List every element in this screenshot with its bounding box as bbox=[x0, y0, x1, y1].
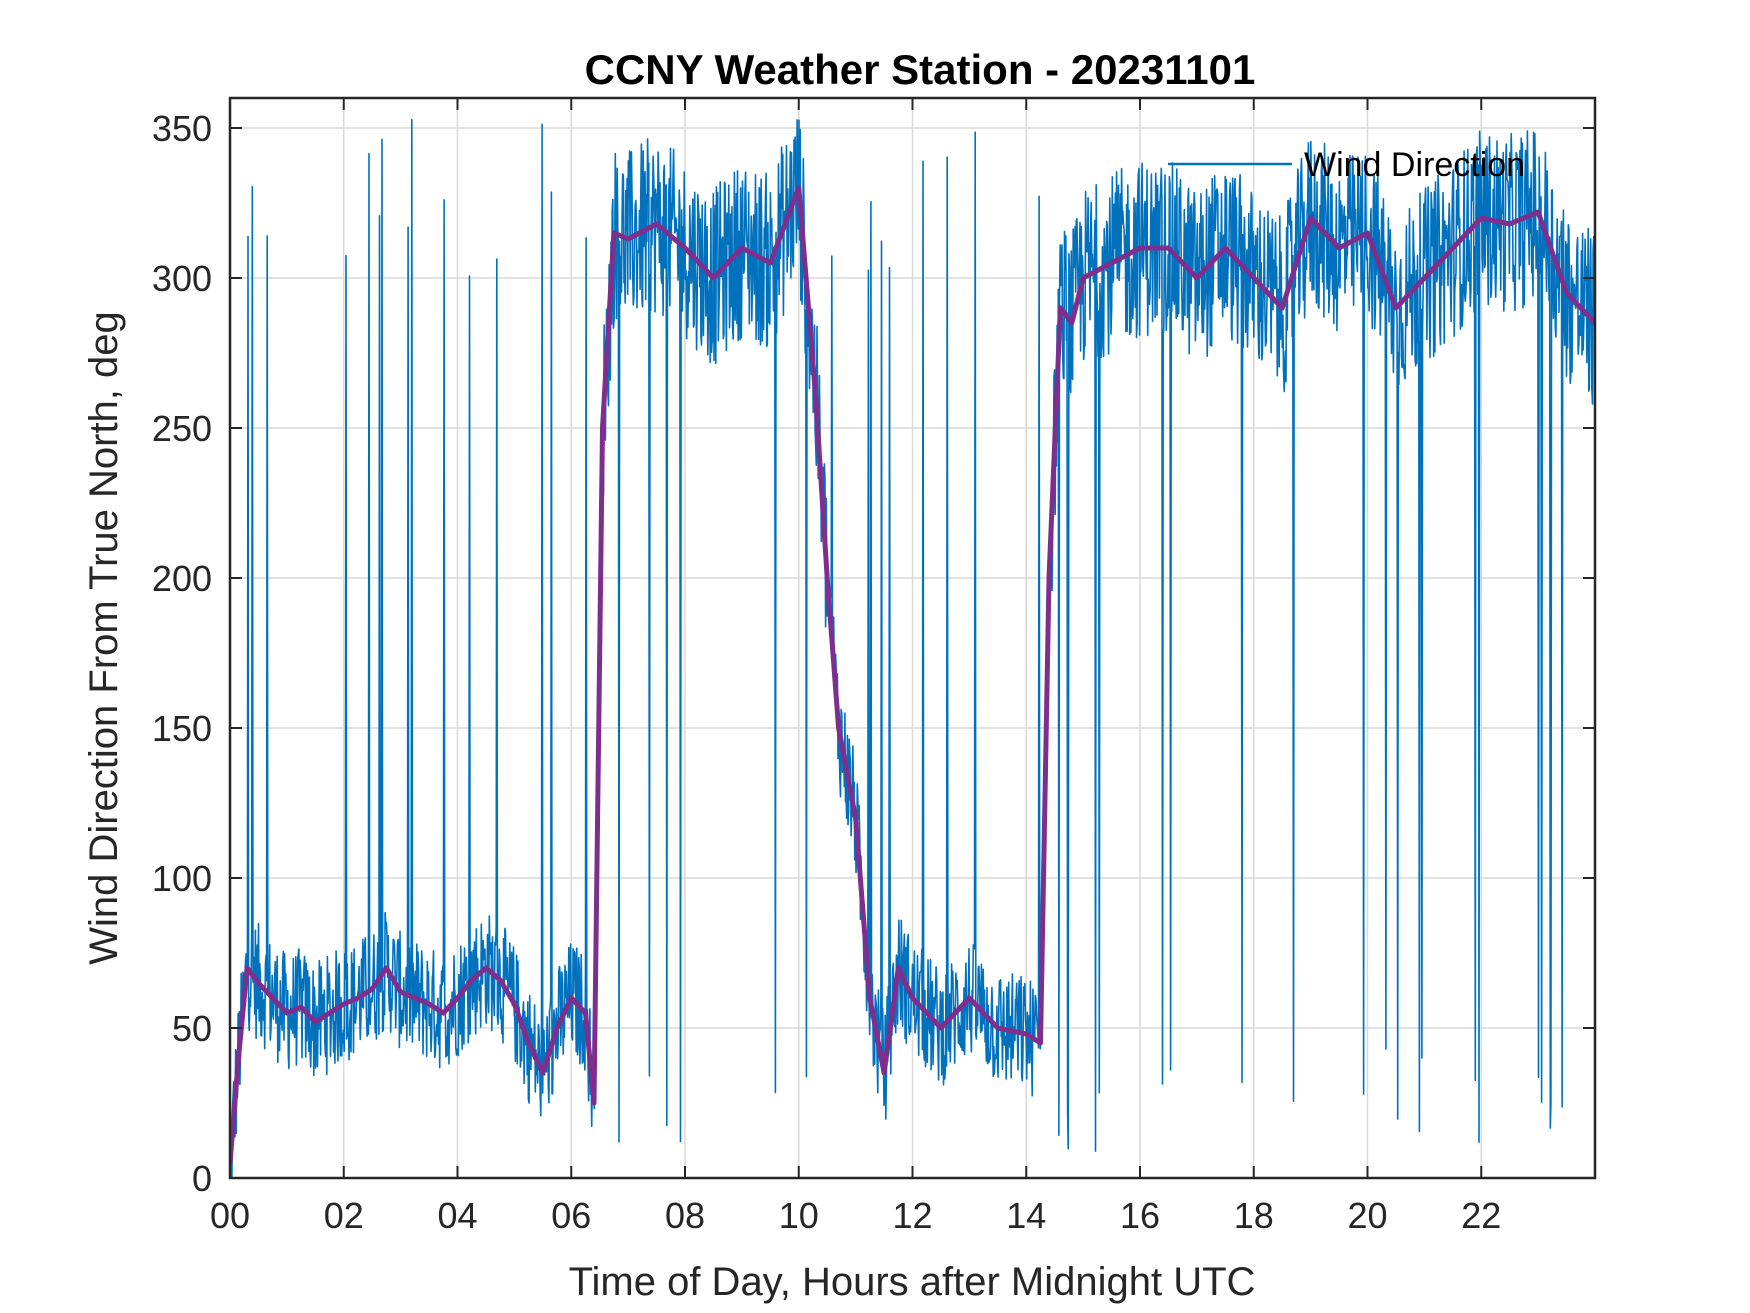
x-tick-label: 10 bbox=[779, 1195, 819, 1236]
x-tick-label: 08 bbox=[665, 1195, 705, 1236]
y-tick-label: 100 bbox=[152, 858, 212, 899]
x-axis-tick-labels: 00 02 04 06 08 10 12 14 16 18 20 22 bbox=[210, 1195, 1501, 1236]
x-tick-label: 02 bbox=[324, 1195, 364, 1236]
x-tick-label: 20 bbox=[1347, 1195, 1387, 1236]
y-tick-label: 200 bbox=[152, 558, 212, 599]
axis-ticks bbox=[229, 98, 1595, 1179]
y-tick-label: 0 bbox=[192, 1158, 212, 1199]
y-tick-label: 350 bbox=[152, 108, 212, 149]
x-tick-label: 14 bbox=[1006, 1195, 1046, 1236]
x-tick-label: 22 bbox=[1461, 1195, 1501, 1236]
wind-direction-line bbox=[230, 118, 1595, 1178]
x-tick-label: 06 bbox=[551, 1195, 591, 1236]
x-tick-label: 04 bbox=[437, 1195, 477, 1236]
y-axis-label: Wind Direction From True North, deg bbox=[82, 311, 126, 965]
y-axis-tick-labels: 0 50 100 150 200 250 300 350 bbox=[152, 108, 212, 1199]
y-tick-label: 50 bbox=[172, 1008, 212, 1049]
raw-series-layer bbox=[230, 118, 1595, 1178]
y-tick-label: 250 bbox=[152, 408, 212, 449]
smoothed-series-layer bbox=[230, 185, 1595, 1166]
x-tick-label: 00 bbox=[210, 1195, 250, 1236]
legend: Wind Direction bbox=[1168, 146, 1525, 184]
x-tick-label: 18 bbox=[1234, 1195, 1274, 1236]
smoothed-wind-direction-line bbox=[230, 185, 1595, 1166]
chart-title: CCNY Weather Station - 20231101 bbox=[585, 46, 1256, 93]
x-tick-label: 12 bbox=[892, 1195, 932, 1236]
x-tick-label: 16 bbox=[1120, 1195, 1160, 1236]
legend-label-wind-direction: Wind Direction bbox=[1304, 146, 1525, 184]
x-axis-label: Time of Day, Hours after Midnight UTC bbox=[569, 1260, 1256, 1304]
y-tick-label: 300 bbox=[152, 258, 212, 299]
y-tick-label: 150 bbox=[152, 708, 212, 749]
